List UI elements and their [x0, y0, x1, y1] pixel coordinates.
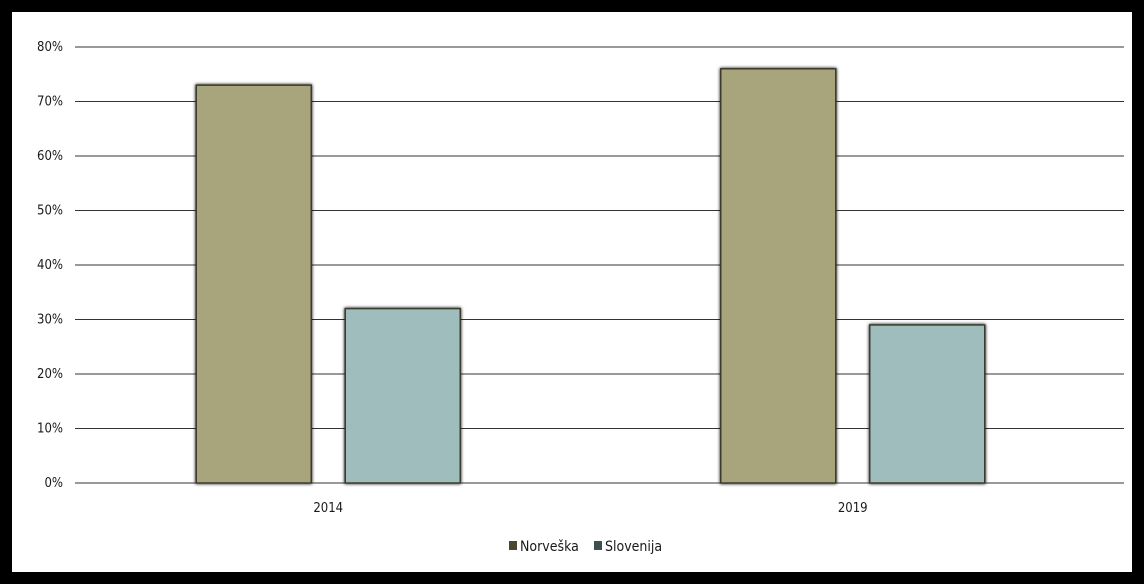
- x-tick-label: 2014: [313, 501, 343, 516]
- legend-swatch-slovenija: [594, 541, 602, 550]
- y-tick-label: 20%: [37, 367, 63, 382]
- y-tick-label: 80%: [37, 40, 63, 55]
- bar-norveška-2019: [720, 68, 837, 484]
- legend-label: Norveška: [520, 539, 579, 555]
- legend: Norveška Slovenija: [509, 539, 662, 555]
- legend-swatch-norveška: [509, 541, 517, 550]
- bar-slovenija-2019: [869, 324, 986, 484]
- y-tick-label: 60%: [37, 149, 63, 164]
- y-tick-label: 70%: [37, 95, 63, 110]
- bar-slovenija-2014: [344, 307, 461, 484]
- y-tick-label: 10%: [37, 422, 63, 437]
- y-tick-label: 40%: [37, 258, 63, 273]
- y-tick-label: 0%: [44, 476, 63, 491]
- legend-label: Slovenija: [605, 539, 662, 555]
- y-axis-ticks: 0% 10% 20% 30% 40% 50% 60% 70% 80%: [37, 40, 63, 491]
- bars: [195, 68, 986, 484]
- x-tick-label: 2019: [838, 501, 868, 516]
- y-tick-label: 50%: [37, 204, 63, 219]
- bar-norveška-2014: [195, 84, 312, 484]
- x-axis-ticks: 2014 2019: [313, 501, 867, 516]
- y-tick-label: 30%: [37, 313, 63, 328]
